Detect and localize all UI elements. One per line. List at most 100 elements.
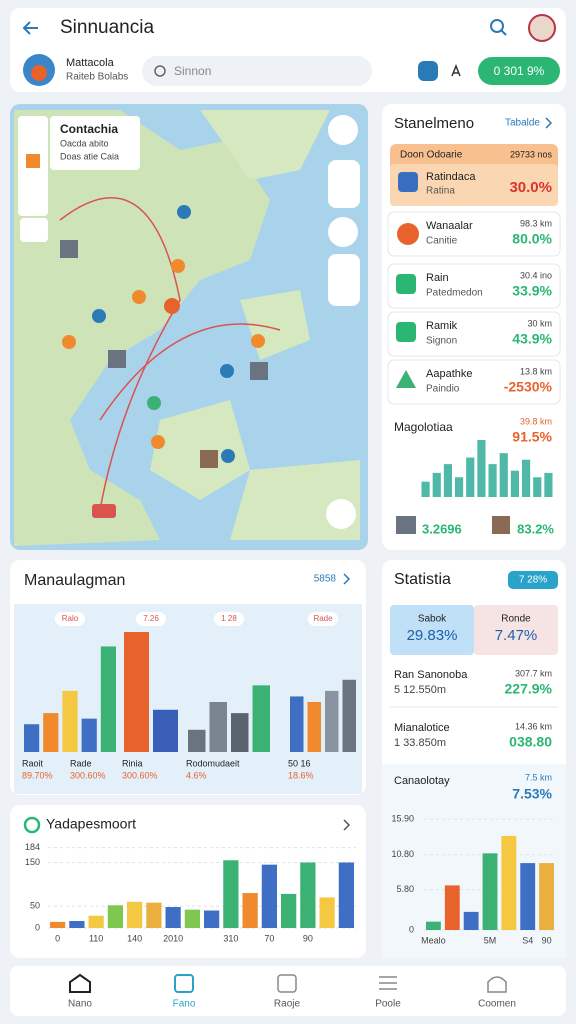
- back-icon[interactable]: [22, 21, 38, 35]
- map-pin[interactable]: [251, 334, 265, 348]
- bar: [488, 464, 497, 497]
- map-pin[interactable]: [92, 309, 106, 323]
- link[interactable]: 5858: [314, 574, 337, 585]
- map-pin[interactable]: [151, 435, 165, 449]
- nav-label[interactable]: Nano: [68, 999, 92, 1010]
- x-tick-label: 90: [542, 935, 552, 945]
- chevron[interactable]: [545, 117, 553, 129]
- caption-name: Rade: [70, 758, 92, 768]
- bar: [231, 713, 249, 752]
- land: [14, 110, 270, 546]
- map-pin[interactable]: [171, 259, 185, 273]
- list-item[interactable]: [387, 211, 561, 257]
- tag-pill: [55, 612, 85, 626]
- action-button[interactable]: [478, 57, 560, 85]
- map-pin[interactable]: [177, 205, 191, 219]
- compass-button[interactable]: [326, 499, 356, 529]
- icon-button[interactable]: [418, 61, 438, 81]
- map-tool[interactable]: [20, 218, 48, 242]
- bar: [124, 632, 149, 752]
- bar: [223, 860, 239, 928]
- map-pin[interactable]: [221, 449, 235, 463]
- box-label: Sabok: [418, 614, 447, 625]
- map-button[interactable]: [328, 217, 358, 247]
- map-pin[interactable]: [164, 298, 180, 314]
- search-box[interactable]: [142, 56, 372, 86]
- map-pin[interactable]: [132, 290, 146, 304]
- map-pin[interactable]: [220, 364, 234, 378]
- list-item[interactable]: [387, 359, 561, 405]
- item-name: Ramik: [426, 320, 458, 332]
- nav-icon[interactable]: [69, 973, 91, 993]
- bar: [153, 709, 178, 752]
- icon-button[interactable]: [451, 63, 461, 77]
- bar: [482, 853, 498, 930]
- bar: [209, 702, 227, 752]
- row-distance: 14.36 km: [515, 721, 552, 731]
- tag-pill: [214, 612, 244, 626]
- bar: [88, 915, 104, 928]
- map-button[interactable]: [328, 160, 360, 208]
- chevron[interactable]: [343, 819, 351, 831]
- item-icon: [396, 370, 416, 388]
- profile-name: Mattacola: [66, 57, 115, 69]
- nav-label[interactable]: Raoje: [274, 999, 301, 1010]
- bar: [426, 921, 441, 930]
- x-tick-label: S4: [522, 935, 533, 945]
- map-marker[interactable]: [92, 504, 116, 518]
- bar: [533, 477, 542, 497]
- bar: [510, 470, 519, 497]
- item-name: Ratindaca: [426, 171, 476, 183]
- bar: [522, 459, 531, 497]
- nav-icon[interactable]: [487, 976, 507, 993]
- nav-label[interactable]: Poole: [375, 999, 401, 1010]
- button-label[interactable]: 0 301 9%: [494, 64, 545, 78]
- bar: [499, 453, 508, 497]
- x-tick-label: 140: [127, 933, 142, 943]
- box-value: 7.47%: [495, 627, 538, 644]
- search-placeholder[interactable]: Sinnon: [174, 64, 211, 78]
- nav-icon[interactable]: [174, 974, 194, 993]
- item-sub: Canitie: [426, 236, 458, 247]
- map-pin[interactable]: [62, 335, 76, 349]
- x-tick-label: 90: [303, 933, 313, 943]
- stat-box: [390, 605, 474, 655]
- bar: [307, 702, 321, 752]
- list-item[interactable]: [387, 263, 561, 309]
- caption-value: 4.6%: [186, 770, 207, 780]
- map-pin[interactable]: [147, 396, 161, 410]
- bar: [501, 835, 517, 930]
- nav-label[interactable]: Fano: [173, 999, 196, 1010]
- zoom-control[interactable]: [328, 254, 360, 306]
- link[interactable]: Tabalde: [505, 118, 540, 129]
- chart-footer: 3.2696: [422, 521, 462, 536]
- bar: [100, 646, 116, 752]
- search-icon[interactable]: [490, 19, 504, 33]
- x-tick-label: Mealo: [421, 935, 446, 945]
- bar: [290, 696, 304, 752]
- list-item[interactable]: [387, 311, 561, 357]
- nav-label[interactable]: Coomen: [478, 999, 516, 1010]
- item-icon: [398, 172, 418, 192]
- bar: [242, 893, 258, 928]
- item-icon: [397, 223, 419, 245]
- item-distance: 30 km: [527, 318, 552, 328]
- nav-icon[interactable]: [379, 976, 397, 990]
- user-avatar[interactable]: [528, 14, 556, 42]
- item-header: Doon Odoarie: [400, 150, 463, 161]
- map-button[interactable]: [328, 115, 358, 145]
- item-distance: 30.4 ino: [520, 270, 552, 280]
- chevron[interactable]: [343, 573, 351, 585]
- item-name: Rain: [426, 272, 449, 284]
- nav-icon[interactable]: [277, 974, 297, 993]
- bar: [24, 724, 40, 752]
- featured-item-inner: [390, 164, 558, 206]
- badge: [508, 571, 558, 589]
- item-value: -2530%: [504, 379, 553, 395]
- bar: [188, 729, 206, 752]
- info-text: Doas atie Caia: [60, 151, 119, 161]
- map-tool[interactable]: [26, 154, 40, 168]
- tag-pill: [308, 612, 338, 626]
- bar: [81, 718, 97, 752]
- y-tick-label: 0: [409, 924, 414, 934]
